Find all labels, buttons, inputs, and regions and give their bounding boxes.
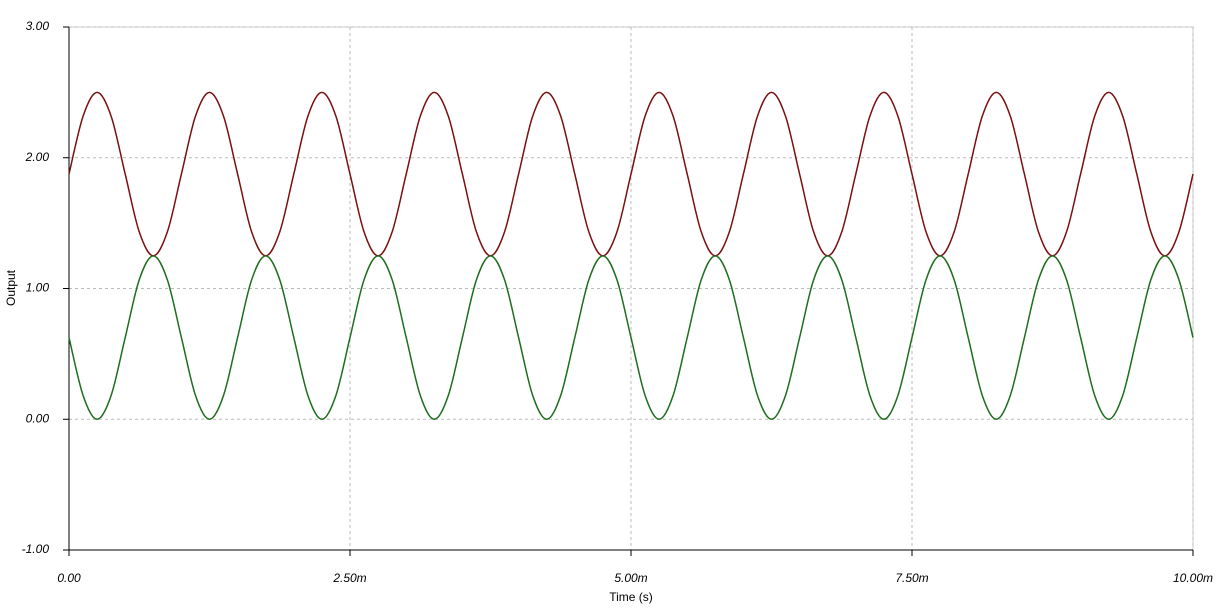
x-tick-label: 2.50m (332, 571, 366, 585)
x-tick-label: 10.00m (1173, 571, 1213, 585)
y-axis-label: Output (4, 269, 18, 306)
series-line (68, 91, 1194, 257)
y-tick-label: -1.00 (22, 542, 50, 556)
x-tick-label: 7.50m (895, 571, 928, 585)
series-line (68, 255, 1194, 421)
x-tick-label: 0.00 (57, 571, 81, 585)
y-tick-label: 0.00 (26, 411, 50, 425)
x-axis-label: Time (s) (609, 590, 653, 604)
y-tick-label: 3.00 (26, 19, 50, 33)
y-tick-label: 1.00 (26, 281, 50, 295)
x-tick-label: 5.00m (614, 571, 647, 585)
y-tick-label: 2.00 (25, 150, 50, 164)
